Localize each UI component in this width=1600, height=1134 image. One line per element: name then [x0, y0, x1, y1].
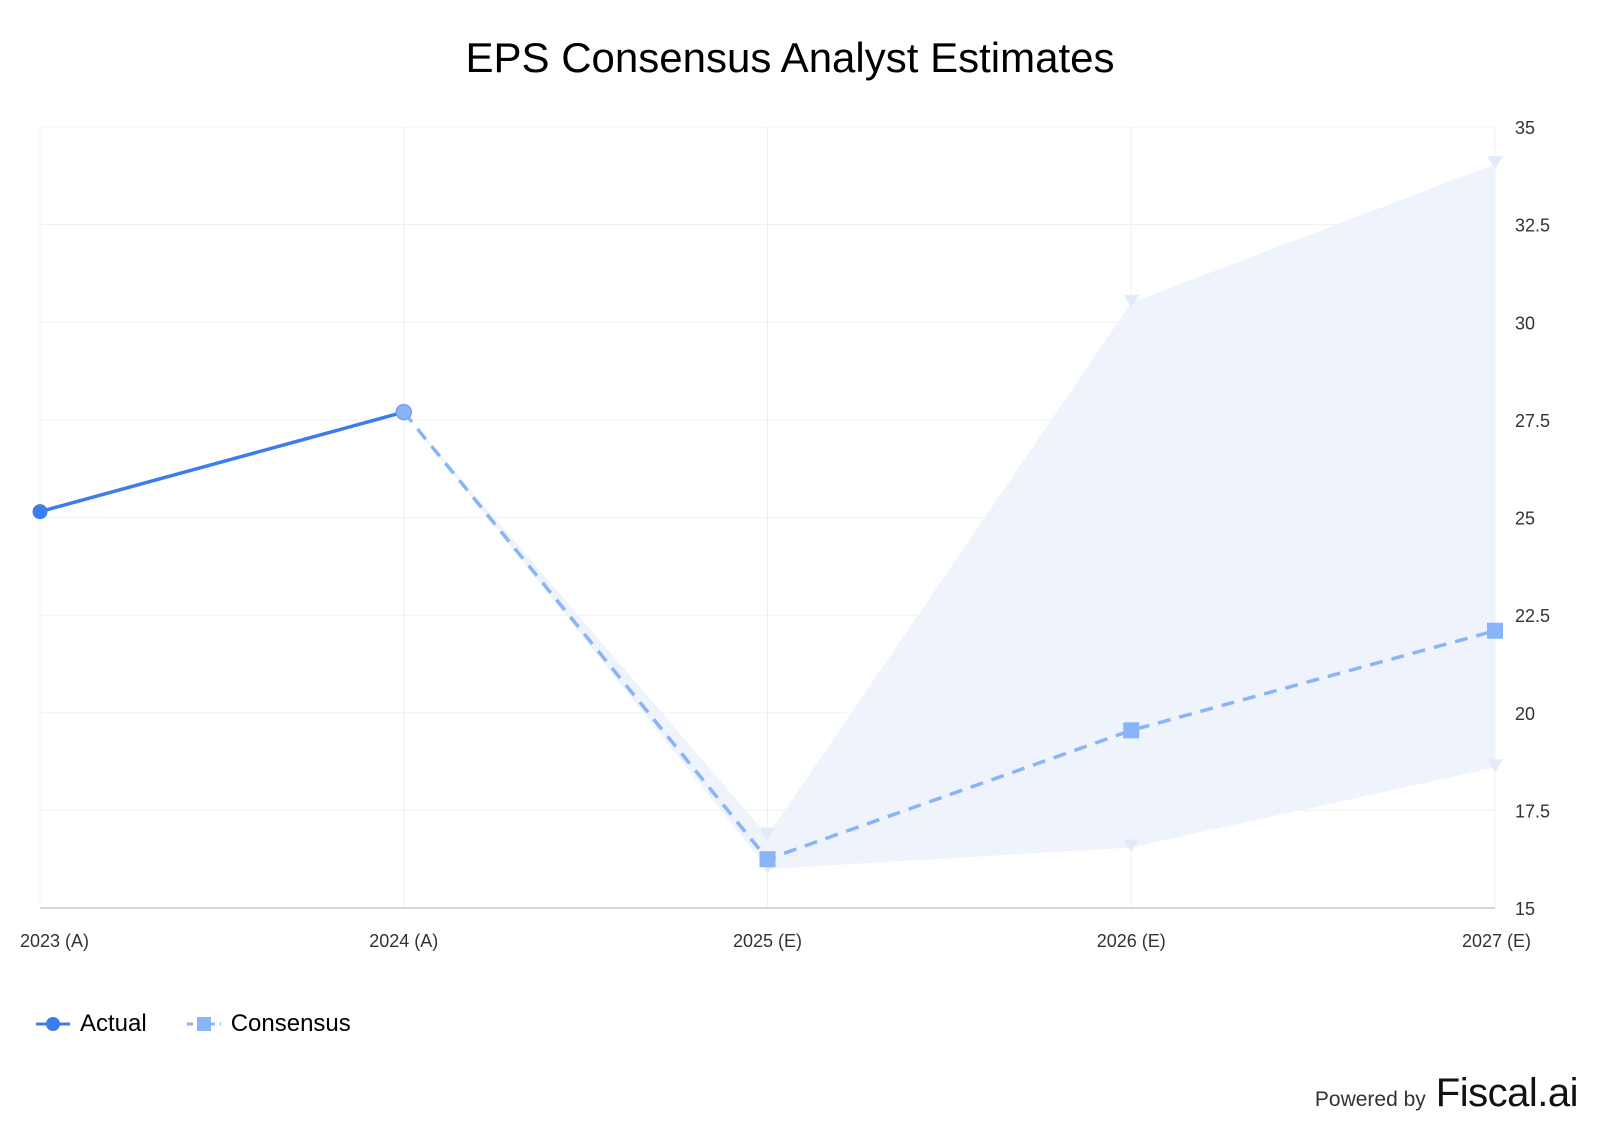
x-tick-label: 2024 (A): [369, 931, 438, 951]
label-layer: 15 17.5 20 22.5 25 27.5 30 32.5 35 2023 (A) 2024 (…: [20, 118, 1550, 951]
legend-consensus-swatch: [186, 1017, 221, 1031]
footer: Powered by Fiscal.ai: [1314, 1071, 1579, 1116]
range-layer: [403, 164, 1495, 869]
range-high-marker: [1487, 156, 1503, 169]
x-tick-label: 2027 (E): [1462, 931, 1531, 951]
y-tick-label: 25: [1515, 509, 1535, 529]
range-low-marker: [1487, 759, 1503, 773]
x-tick-label: 2026 (E): [1097, 931, 1166, 951]
legend: Actual Consensus: [36, 1010, 351, 1038]
chart-title: EPS Consensus Analyst Estimates: [465, 34, 1115, 81]
data-point-actual: [32, 504, 48, 520]
legend-label-actual: Actual: [80, 1010, 147, 1037]
estimate-range-band: [403, 164, 1495, 869]
y-tick-label: 30: [1515, 313, 1535, 333]
data-point-consensus: [1487, 622, 1503, 639]
legend-label-consensus: Consensus: [230, 1010, 351, 1037]
data-point-consensus: [1123, 722, 1140, 739]
grid-layer: [39, 126, 1496, 908]
y-tick-label: 20: [1515, 704, 1535, 724]
powered-by-text: Powered by: [1314, 1088, 1426, 1111]
y-tick-label: 22.5: [1515, 606, 1550, 626]
data-point-consensus: [759, 851, 776, 868]
range-low-marker: [1123, 839, 1140, 853]
legend-item-consensus[interactable]: Consensus: [186, 1010, 351, 1038]
y-tick-label: 27.5: [1515, 411, 1550, 431]
legend-actual-swatch: [36, 1017, 70, 1031]
series-line-actual: [39, 410, 405, 514]
y-tick-label: 15: [1515, 899, 1535, 919]
series-layer: [39, 410, 1496, 861]
legend-item-actual[interactable]: Actual: [36, 1010, 147, 1038]
marker-layer: [32, 156, 1503, 874]
y-tick-label: 32.5: [1515, 216, 1550, 236]
brand-logo[interactable]: Fiscal.ai: [1435, 1071, 1579, 1115]
y-tick-label: 35: [1515, 118, 1535, 138]
range-high-marker: [1123, 294, 1140, 308]
y-tick-label: 17.5: [1515, 801, 1550, 821]
data-point-consensus: [395, 403, 412, 421]
series-line-consensus: [402, 410, 1496, 861]
x-tick-label: 2023 (A): [20, 931, 89, 951]
range-high-marker: [759, 827, 776, 841]
x-tick-label: 2025 (E): [733, 931, 802, 951]
